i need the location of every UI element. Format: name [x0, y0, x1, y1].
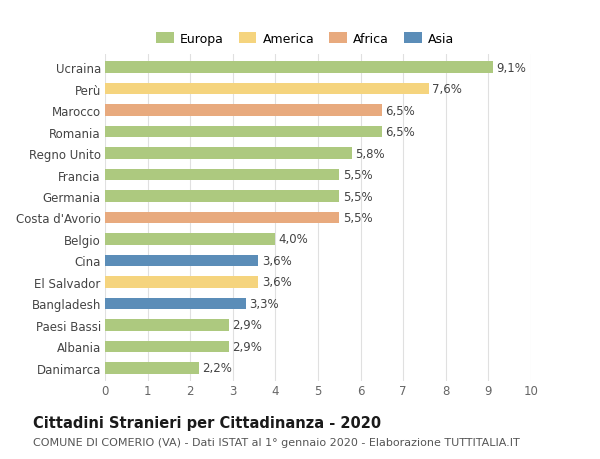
Legend: Europa, America, Africa, Asia: Europa, America, Africa, Asia	[157, 33, 454, 45]
Text: 5,5%: 5,5%	[343, 212, 373, 224]
Text: 2,2%: 2,2%	[202, 362, 232, 375]
Bar	[105, 105, 382, 117]
Bar	[105, 341, 229, 353]
Bar	[105, 212, 340, 224]
Text: 6,5%: 6,5%	[385, 126, 415, 139]
Text: 5,5%: 5,5%	[343, 168, 373, 182]
Bar	[105, 62, 493, 74]
Text: 3,3%: 3,3%	[249, 297, 278, 310]
Bar	[105, 148, 352, 160]
Text: 4,0%: 4,0%	[279, 233, 308, 246]
Text: Cittadini Stranieri per Cittadinanza - 2020: Cittadini Stranieri per Cittadinanza - 2…	[33, 415, 381, 431]
Text: 3,6%: 3,6%	[262, 254, 292, 268]
Text: 7,6%: 7,6%	[432, 83, 462, 96]
Text: 9,1%: 9,1%	[496, 62, 526, 74]
Text: 6,5%: 6,5%	[385, 104, 415, 118]
Text: 5,5%: 5,5%	[343, 190, 373, 203]
Text: 2,9%: 2,9%	[232, 340, 262, 353]
Bar	[105, 126, 382, 138]
Text: 2,9%: 2,9%	[232, 319, 262, 332]
Text: COMUNE DI COMERIO (VA) - Dati ISTAT al 1° gennaio 2020 - Elaborazione TUTTITALIA: COMUNE DI COMERIO (VA) - Dati ISTAT al 1…	[33, 437, 520, 447]
Bar	[105, 298, 245, 310]
Bar	[105, 255, 259, 267]
Bar	[105, 234, 275, 246]
Bar	[105, 276, 259, 288]
Bar	[105, 190, 340, 202]
Text: 5,8%: 5,8%	[355, 147, 385, 160]
Text: 3,6%: 3,6%	[262, 276, 292, 289]
Bar	[105, 362, 199, 374]
Bar	[105, 319, 229, 331]
Bar	[105, 84, 429, 95]
Bar	[105, 169, 340, 181]
